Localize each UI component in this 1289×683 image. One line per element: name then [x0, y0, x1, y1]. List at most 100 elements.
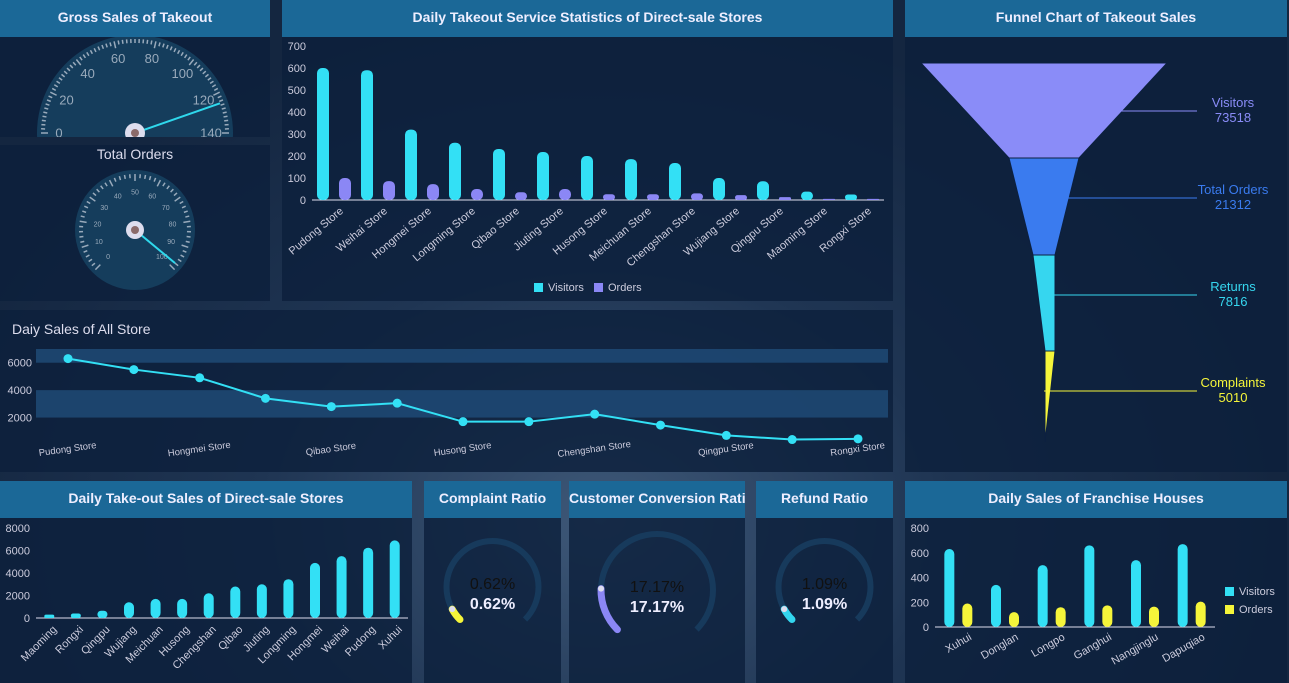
- legend-label: Orders: [1239, 604, 1273, 616]
- gauge-tick: [188, 59, 195, 66]
- gauge-tick: [108, 179, 114, 187]
- gauge-tick-label: 30: [100, 205, 108, 212]
- line-point: [656, 420, 665, 430]
- line-point: [129, 365, 139, 375]
- y-tick-label: 800: [911, 523, 929, 535]
- gauge-tick: [153, 41, 157, 49]
- total-orders-panel: Total Orders 0 10 20 30 40 50 60 70 80 90 100: [0, 145, 270, 301]
- x-tick-label: Xuhui: [376, 624, 404, 652]
- gauge-tick: [42, 115, 47, 118]
- gauge-tick: [46, 99, 52, 103]
- panel-title: Funnel Chart of Takeout Sales: [905, 0, 1287, 37]
- funnel-stage-name: Total Orders: [1198, 182, 1269, 197]
- y-tick-label: 400: [288, 107, 306, 119]
- gauge-tick: [211, 84, 217, 88]
- gauge-tick: [202, 70, 207, 75]
- gauge-tick: [148, 176, 152, 181]
- y-tick-label: 200: [911, 597, 929, 609]
- line-point: [853, 434, 863, 444]
- bar-orders: [867, 198, 879, 200]
- gauge-tick: [45, 103, 50, 106]
- gauge-tick: [75, 59, 82, 66]
- gauge-tick: [109, 42, 112, 47]
- gauge-tick: [82, 210, 87, 214]
- gauge-hub-center: [131, 129, 139, 137]
- gauge-tick: [146, 39, 149, 44]
- line-point: [524, 417, 534, 427]
- legend-swatch: [1225, 605, 1234, 614]
- panel-title: Complaint Ratio: [424, 481, 561, 518]
- bar-visitors: [493, 148, 505, 200]
- gauge-tick: [218, 99, 224, 103]
- gauge-hub-center: [131, 226, 139, 234]
- bar-value: [150, 598, 161, 618]
- gauge-tick: [150, 40, 153, 45]
- gauge-tick: [53, 84, 59, 88]
- bar-orders: [383, 181, 395, 200]
- gauge-tick: [100, 185, 104, 190]
- bar-orders: [735, 195, 747, 200]
- bar-value: [283, 579, 294, 618]
- gauge-tick: [79, 220, 87, 224]
- legend-swatch: [1225, 587, 1234, 596]
- gauge-tick: [80, 240, 85, 243]
- gauge-tick: [66, 67, 71, 72]
- bar-value: [44, 614, 55, 618]
- panel-title: Daily Take-out Sales of Direct-sale Stor…: [0, 481, 412, 518]
- bar-orders: [339, 178, 351, 200]
- gauge-tick: [105, 43, 108, 48]
- gauge-tick: [209, 80, 214, 85]
- gauge-tick: [96, 188, 100, 193]
- gauge-tick: [156, 179, 162, 187]
- line-point: [261, 393, 270, 403]
- gauge-tick: [104, 182, 108, 187]
- gauge-tick: [101, 44, 105, 50]
- gauge-tick: [94, 264, 101, 271]
- bar-orders: [1009, 612, 1019, 627]
- legend-swatch: [534, 283, 543, 292]
- gauge-tick: [83, 249, 88, 253]
- y-tick-label: 700: [288, 41, 306, 53]
- gauge-tick: [63, 70, 68, 75]
- ratio-value-shadow: 17.17%: [630, 579, 684, 596]
- gauge-tick-label: 60: [148, 193, 156, 200]
- gauge-tick: [118, 176, 122, 181]
- bar-visitors: [1037, 565, 1048, 627]
- x-tick-label: Qingpu Store: [698, 440, 755, 459]
- bar-visitors: [757, 181, 769, 200]
- gauge-tick: [113, 177, 117, 182]
- gauge-tick: [121, 39, 124, 44]
- grid-band: [36, 349, 888, 363]
- gauge-tick-label: 20: [59, 92, 73, 107]
- y-tick-label: 2000: [8, 413, 32, 425]
- line-point: [326, 402, 336, 412]
- bar-value: [97, 610, 108, 618]
- y-tick-label: 300: [288, 129, 306, 141]
- gauge-tick: [166, 185, 170, 190]
- gauge-tick: [51, 87, 57, 92]
- gauge-tick: [185, 215, 190, 218]
- gauge-tick: [222, 111, 227, 114]
- bar-orders: [823, 198, 835, 200]
- gauge-tick: [81, 244, 89, 249]
- gauge-tick: [113, 41, 117, 49]
- funnel-stage-name: Visitors: [1212, 95, 1255, 110]
- bar-orders: [1149, 606, 1159, 627]
- gross-sales-panel: Gross Sales of Takeout 0 20 40 60 80 100 120 14…: [0, 0, 270, 137]
- gauge-tick: [72, 61, 77, 66]
- gauge-tick: [183, 220, 191, 224]
- gauge-tick-label: 60: [111, 51, 125, 66]
- gauge-tick: [80, 215, 85, 218]
- gauge-tick-label: 140: [200, 125, 222, 137]
- bar-orders: [691, 193, 703, 200]
- line-point: [63, 354, 73, 364]
- funnel-stage-value: 73518: [1215, 110, 1251, 125]
- bar-orders: [962, 603, 973, 627]
- all-sales-panel: Daiy Sales of All Store 2000 4000 6000 Pudo…: [0, 310, 893, 472]
- gauge-tick: [117, 40, 120, 45]
- funnel-stage-value: 5010: [1219, 390, 1248, 405]
- funnel-stage-name: Returns: [1210, 279, 1256, 294]
- gauge-tick: [224, 119, 229, 122]
- bar-visitors: [361, 70, 373, 200]
